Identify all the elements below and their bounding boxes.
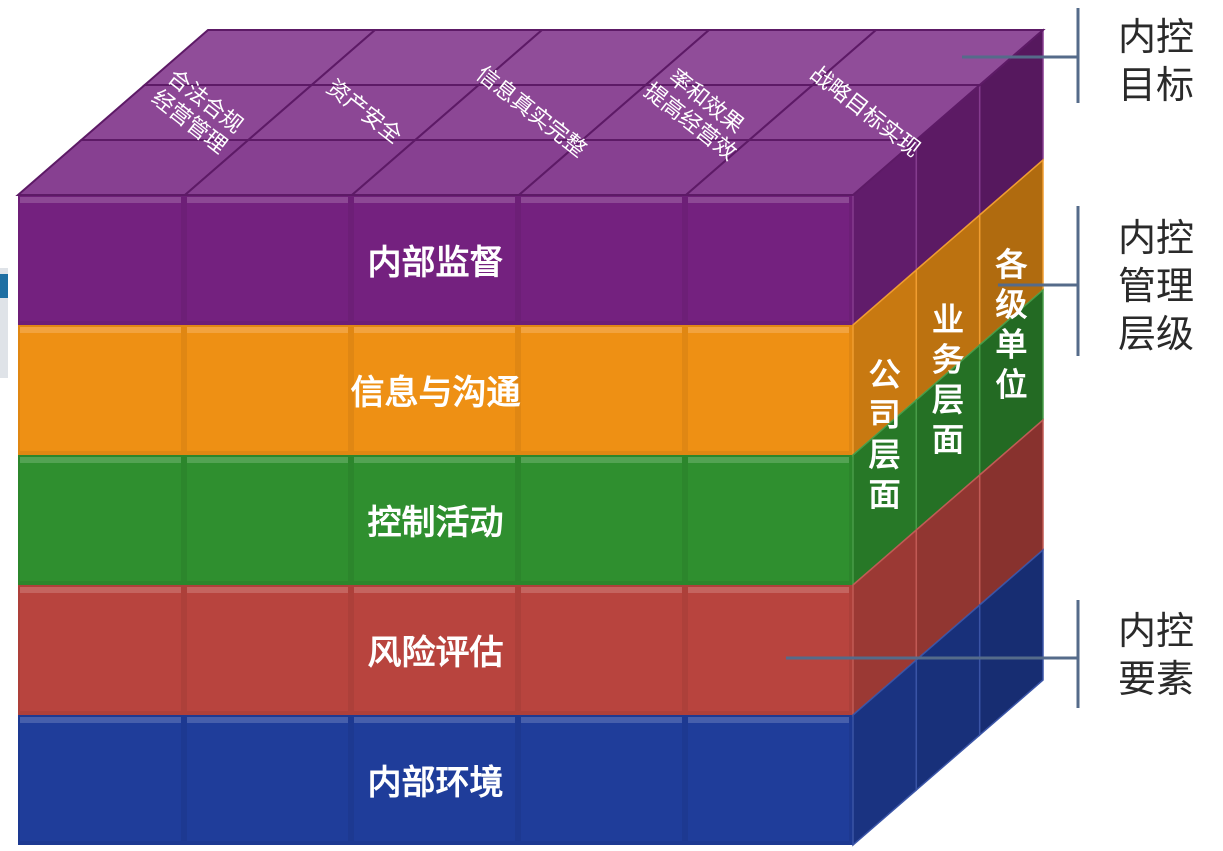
legend-objectives-label: 内控 (1118, 15, 1194, 59)
front-cube-cell-face (688, 717, 849, 841)
legend-elements-label: 要素 (1118, 657, 1194, 701)
front-cube-cell-face (521, 197, 682, 321)
front-cube-cell-highlight (187, 717, 348, 723)
front-cube-cell-highlight (187, 197, 348, 203)
layer-label: 内部环境 (368, 763, 504, 803)
front-cube-cell-face (20, 587, 181, 711)
front-cube-cell-highlight (688, 197, 849, 203)
front-cube-cell-highlight (521, 327, 682, 333)
front-cube-cell-highlight (354, 587, 515, 593)
front-cube-cell-face (187, 327, 348, 451)
management-level-label: 业务层面 (932, 301, 964, 459)
front-cube-cell-highlight (354, 457, 515, 463)
front-cube-cell-highlight (521, 457, 682, 463)
layer-label: 风险评估 (368, 633, 504, 673)
front-cube-cell-face (187, 457, 348, 581)
front-cube-cell-face (20, 717, 181, 841)
front-cube-cell-highlight (187, 587, 348, 593)
front-cube-cell-highlight (354, 197, 515, 203)
front-cube-cell-highlight (688, 717, 849, 723)
front-cube-cell-highlight (688, 587, 849, 593)
front-cube-cell-highlight (20, 457, 181, 463)
left-edge-tab (0, 268, 8, 378)
front-cube-cell-face (20, 457, 181, 581)
front-cube-cell-face (187, 587, 348, 711)
front-cube-cell-highlight (20, 327, 181, 333)
front-cube-cell-highlight (20, 717, 181, 723)
front-cube-cell-highlight (521, 717, 682, 723)
front-cube-cell-face (688, 197, 849, 321)
cube: 内部监督信息与沟通控制活动风险评估内部环境经营管理合法合规 资产安全 信息真实完整提… (15, 28, 1046, 847)
front-cube-cell-face (187, 197, 348, 321)
front-cube-cell-highlight (688, 327, 849, 333)
front-cube-cell-face (521, 457, 682, 581)
front-cube-cell-face (688, 327, 849, 451)
legend-management-label: 管理 (1118, 264, 1194, 308)
side-cube-cell (978, 548, 1044, 737)
front-cube-cell-highlight (521, 587, 682, 593)
front-cube-cell-highlight (521, 197, 682, 203)
front-cube-cell-face (521, 327, 682, 451)
front-cube-cell-highlight (354, 327, 515, 333)
management-level-label: 公司层面 (869, 356, 901, 514)
front-cube-cell-face (20, 327, 181, 451)
front-cube-cell-face (521, 587, 682, 711)
front-cube-cell-face (354, 327, 515, 451)
management-level-label: 各级单位 (995, 246, 1028, 404)
front-cube-cell-face (20, 197, 181, 321)
legend-management-label: 内控 (1118, 216, 1194, 260)
layer-label: 控制活动 (368, 503, 504, 543)
front-cube-cell-face (187, 717, 348, 841)
front-cube-cell-highlight (20, 197, 181, 203)
front-cube-cell-face (688, 457, 849, 581)
layer-label: 内部监督 (368, 243, 504, 283)
front-cube-cell-face (521, 717, 682, 841)
top-cube-cell (810, 29, 1046, 86)
front-cube-cell-face (354, 457, 515, 581)
front-cube-cell-face (354, 587, 515, 711)
front-cube-cell-highlight (20, 587, 181, 593)
legend-management-label: 层级 (1118, 312, 1194, 356)
front-cube-cell-face (688, 587, 849, 711)
legend-objectives-label: 目标 (1118, 63, 1194, 107)
layer-label: 信息与沟通 (351, 373, 521, 413)
front-cube-cell-highlight (688, 457, 849, 463)
front-cube-cell-face (354, 197, 515, 321)
front-cube-cell-highlight (354, 717, 515, 723)
front-cube-cell-highlight (187, 457, 348, 463)
left-edge-accent (0, 274, 8, 298)
legend-elements-label: 内控 (1118, 609, 1194, 653)
front-cube-cell-highlight (187, 327, 348, 333)
front-cube-cell-face (354, 717, 515, 841)
